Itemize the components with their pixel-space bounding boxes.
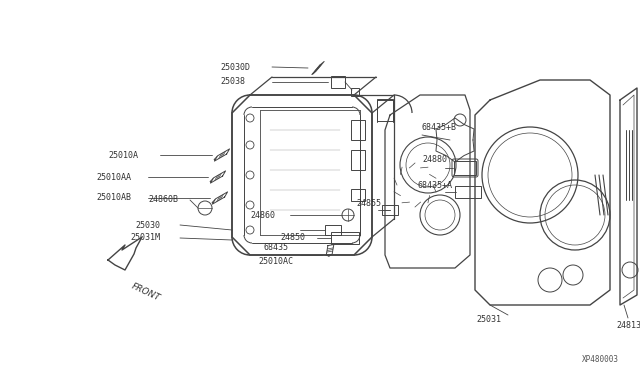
Bar: [325, 225, 341, 235]
Bar: [382, 205, 398, 215]
Bar: [351, 150, 365, 170]
Text: 24880: 24880: [422, 155, 447, 164]
Text: 25010A: 25010A: [108, 151, 138, 160]
Bar: [351, 189, 365, 201]
Bar: [377, 99, 393, 121]
Bar: [331, 232, 359, 244]
Polygon shape: [108, 237, 142, 270]
Text: XP480003: XP480003: [582, 356, 619, 365]
Bar: [351, 88, 359, 96]
Text: 25010AB: 25010AB: [96, 193, 131, 202]
Text: 24860B: 24860B: [148, 196, 178, 205]
Text: 25010AC: 25010AC: [258, 257, 293, 266]
Text: 68435+B: 68435+B: [422, 124, 457, 132]
Text: FRONT: FRONT: [130, 282, 162, 303]
Text: 24860: 24860: [250, 211, 275, 219]
Text: 68435+A: 68435+A: [418, 180, 453, 189]
Bar: [454, 161, 476, 175]
Text: 24850: 24850: [280, 234, 305, 243]
Bar: [331, 76, 345, 88]
Text: 25031M: 25031M: [130, 234, 160, 243]
Text: 25030D: 25030D: [220, 62, 250, 71]
Text: 25030: 25030: [135, 221, 160, 230]
Text: 25010AA: 25010AA: [96, 173, 131, 182]
Text: 25038: 25038: [220, 77, 245, 87]
Text: 25031: 25031: [476, 315, 501, 324]
Text: 68435: 68435: [264, 244, 289, 253]
Bar: [455, 186, 481, 198]
Bar: [351, 120, 365, 140]
Text: 24855: 24855: [356, 199, 381, 208]
Text: 24813: 24813: [616, 321, 640, 330]
